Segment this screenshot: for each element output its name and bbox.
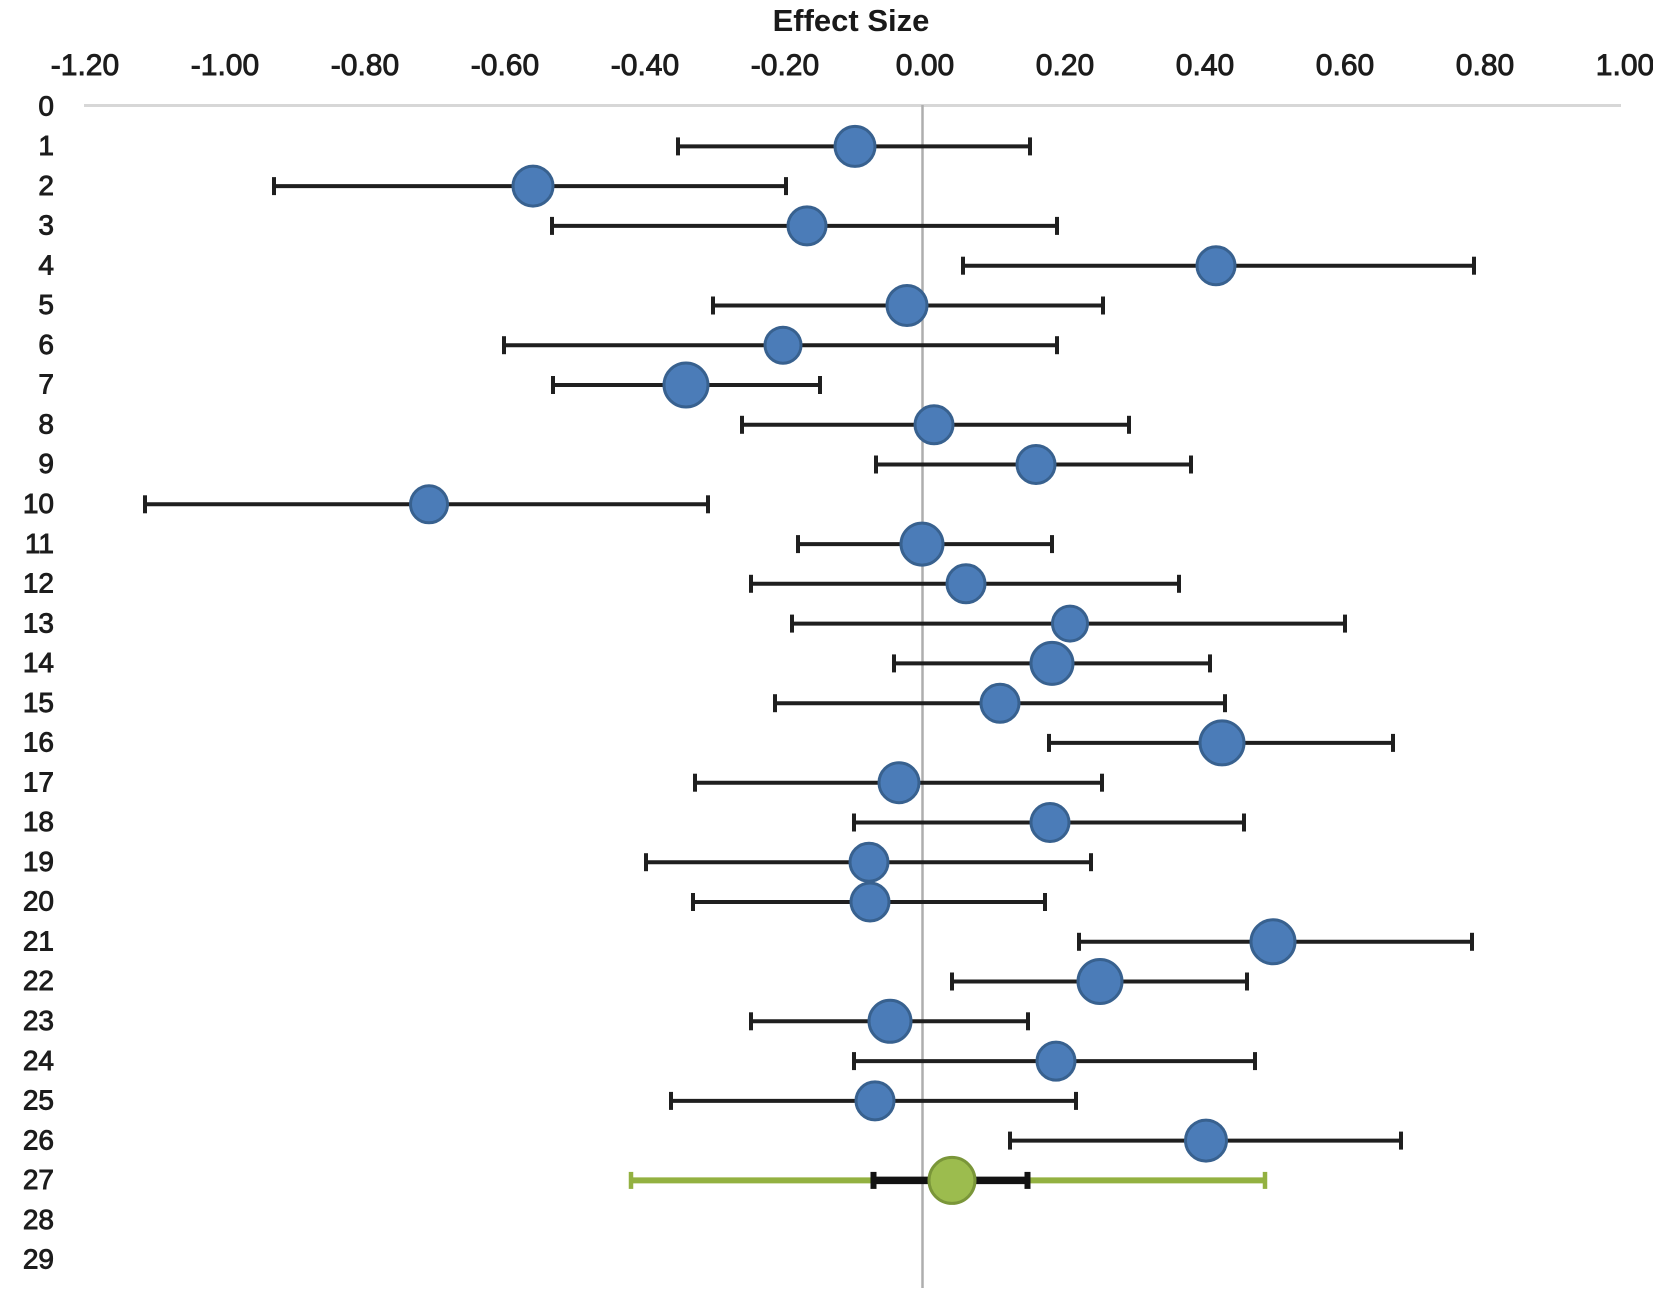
svg-text:-1.20: -1.20 — [51, 49, 119, 82]
svg-text:1: 1 — [38, 130, 54, 161]
svg-text:24: 24 — [23, 1045, 54, 1076]
svg-text:5: 5 — [38, 289, 54, 320]
svg-text:2: 2 — [38, 170, 54, 201]
svg-text:18: 18 — [23, 806, 54, 837]
svg-text:7: 7 — [38, 369, 54, 400]
svg-text:-0.80: -0.80 — [331, 49, 399, 82]
svg-text:10: 10 — [23, 488, 54, 519]
svg-text:20: 20 — [23, 886, 54, 917]
svg-text:8: 8 — [38, 409, 54, 440]
svg-text:14: 14 — [23, 647, 54, 678]
svg-text:28: 28 — [23, 1204, 54, 1235]
svg-text:9: 9 — [38, 448, 54, 479]
svg-text:0.20: 0.20 — [1036, 49, 1094, 82]
svg-text:12: 12 — [23, 568, 54, 599]
svg-text:16: 16 — [23, 727, 54, 758]
svg-text:0: 0 — [38, 90, 54, 121]
svg-text:-0.40: -0.40 — [611, 49, 679, 82]
svg-text:19: 19 — [23, 846, 54, 877]
svg-text:13: 13 — [23, 607, 54, 638]
svg-text:0.00: 0.00 — [896, 49, 954, 82]
svg-text:3: 3 — [38, 210, 54, 241]
svg-text:26: 26 — [23, 1124, 54, 1155]
svg-text:0.40: 0.40 — [1176, 49, 1234, 82]
svg-text:11: 11 — [25, 528, 54, 559]
svg-text:1.00: 1.00 — [1596, 49, 1653, 82]
svg-text:23: 23 — [23, 1005, 54, 1036]
svg-text:0.60: 0.60 — [1316, 49, 1374, 82]
svg-text:25: 25 — [23, 1085, 54, 1116]
svg-text:-1.00: -1.00 — [191, 49, 259, 82]
svg-text:27: 27 — [23, 1164, 54, 1195]
svg-text:4: 4 — [38, 249, 54, 280]
svg-text:6: 6 — [38, 329, 54, 360]
svg-text:17: 17 — [23, 766, 54, 797]
svg-text:22: 22 — [23, 965, 54, 996]
svg-text:21: 21 — [23, 926, 54, 957]
svg-text:15: 15 — [23, 687, 54, 718]
svg-text:0.80: 0.80 — [1456, 49, 1514, 82]
svg-text:-0.60: -0.60 — [471, 49, 539, 82]
svg-text:29: 29 — [23, 1244, 54, 1275]
svg-text:-0.20: -0.20 — [751, 49, 819, 82]
svg-text:Effect Size: Effect Size — [773, 3, 930, 38]
